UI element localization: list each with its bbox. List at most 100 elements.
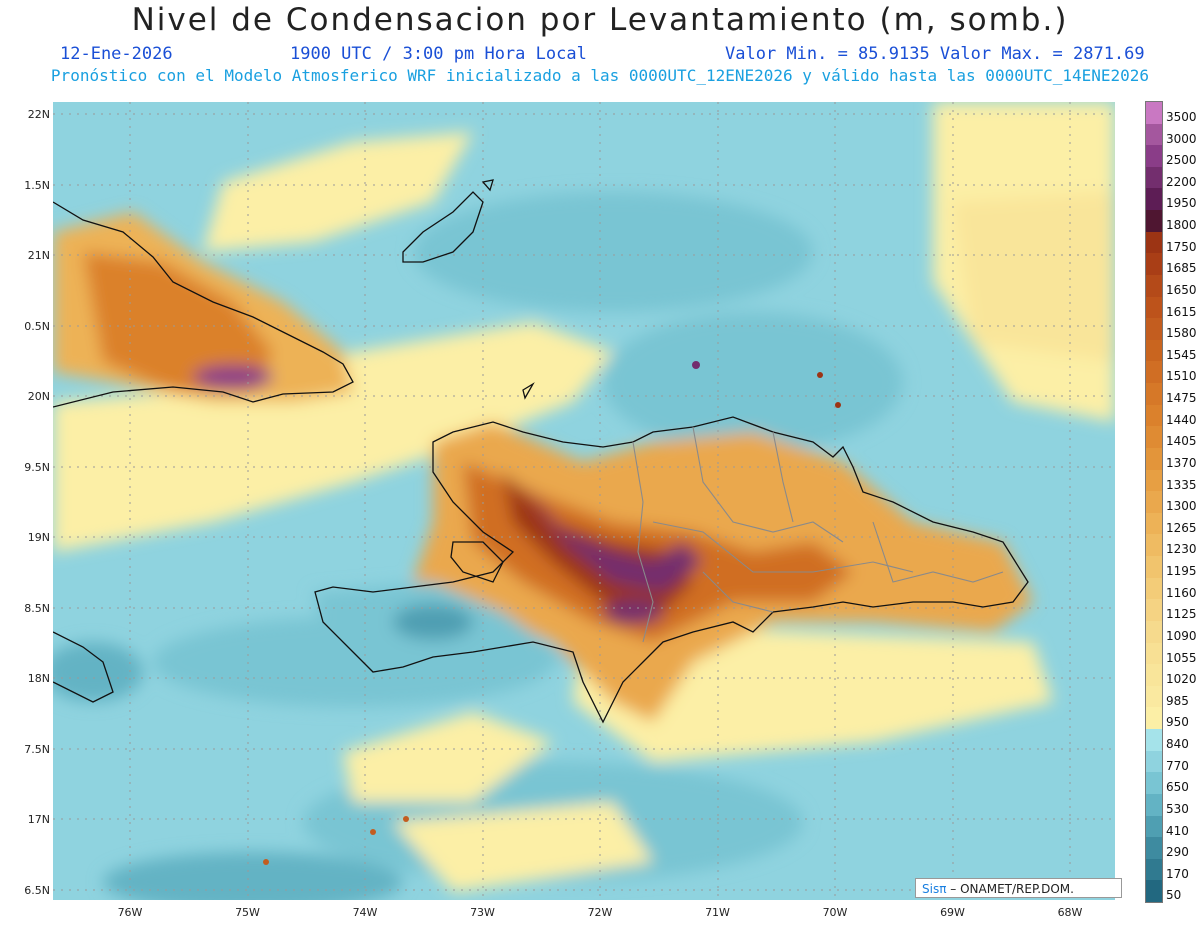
colorbar-swatch [1146, 491, 1162, 514]
colorbar-label: 1195 [1166, 564, 1197, 579]
credit-text: – ONAMET/REP.DOM. [950, 882, 1074, 896]
lat-label: 7.5N [24, 742, 50, 756]
credit-box: Sisπ – ONAMET/REP.DOM. [915, 878, 1122, 898]
colorbar-label: 1230 [1166, 542, 1197, 557]
lat-label: 9.5N [24, 460, 50, 474]
colorbar-swatch [1146, 188, 1162, 211]
colorbar-swatch [1146, 858, 1162, 881]
colorbar-swatch [1146, 577, 1162, 600]
colorbar-swatch [1146, 642, 1162, 665]
lon-label: 68W [1057, 906, 1083, 919]
colorbar-swatch [1146, 145, 1162, 168]
colorbar-swatch [1146, 534, 1162, 557]
model-subtitle: Pronóstico con el Modelo Atmosferico WRF… [50, 66, 1150, 85]
colorbar-label: 1090 [1166, 628, 1197, 643]
lon-label: 73W [470, 906, 495, 919]
colorbar-swatch [1146, 274, 1162, 298]
colorbar-swatch [1146, 556, 1162, 579]
credit-brand: Sisπ [922, 882, 947, 896]
colorbar-label: 1475 [1166, 391, 1197, 406]
colorbar-label: 290 [1166, 845, 1189, 860]
province-boundaries [632, 426, 1004, 643]
colorbar-swatch [1146, 793, 1162, 816]
colorbar-swatch [1146, 231, 1162, 254]
lon-label: 71W [705, 906, 730, 919]
colorbar-label: 1125 [1166, 607, 1197, 622]
valid-date: 12-Ene-2026 [60, 44, 173, 64]
lon-label: 70W [822, 906, 848, 919]
lat-label: 17N [27, 813, 50, 826]
lat-label: 19N [27, 531, 50, 544]
colorbar-label: 770 [1166, 758, 1189, 773]
colorbar-label: 1950 [1166, 196, 1197, 211]
colorbar-swatch [1146, 685, 1162, 708]
colorbar-label: 170 [1166, 866, 1189, 881]
colorbar-label: 1265 [1166, 520, 1197, 535]
colorbar-swatch [1146, 880, 1162, 903]
colorbar-swatch [1146, 772, 1162, 795]
lat-label: 0.5N [24, 319, 50, 333]
colorbar-swatch [1146, 102, 1162, 125]
lat-label: 21N [27, 249, 50, 262]
colorbar-swatch [1146, 620, 1162, 644]
lat-label: 20N [27, 390, 50, 403]
lon-label: 75W [235, 906, 260, 919]
colorbar-swatch [1146, 837, 1162, 860]
lon-label: 69W [940, 906, 965, 919]
colorbar-label: 1580 [1166, 326, 1197, 341]
colorbar-swatch [1146, 383, 1162, 406]
colorbar-label: 1020 [1166, 672, 1197, 687]
colorbar-swatch [1146, 210, 1162, 233]
colorbar-swatch [1146, 707, 1162, 730]
lon-label: 72W [587, 906, 613, 919]
colorbar-label: 410 [1166, 823, 1189, 838]
colorbar-label: 1650 [1166, 282, 1197, 297]
colorbar-label: 840 [1166, 737, 1189, 752]
colorbar-label: 3000 [1166, 131, 1197, 146]
forecast-map [53, 102, 1115, 900]
colorbar-label: 1370 [1166, 455, 1197, 470]
colorbar-label: 1800 [1166, 218, 1197, 233]
lon-label: 74W [352, 906, 378, 919]
hotspots [263, 361, 841, 865]
colorbar-label: 2200 [1166, 174, 1197, 189]
colorbar-swatch [1146, 296, 1162, 319]
colorbar-label: 50 [1166, 888, 1182, 903]
colorbar-swatch [1146, 469, 1162, 492]
colorbar-swatch [1146, 447, 1162, 471]
colorbar-swatch [1146, 361, 1162, 384]
colorbar-label: 1510 [1166, 369, 1197, 384]
colorbar-swatch [1146, 404, 1162, 427]
colorbar-swatch [1146, 253, 1162, 276]
colorbar-swatch [1146, 339, 1162, 362]
min-max-values: Valor Min. = 85.9135 Valor Max. = 2871.6… [725, 44, 1145, 64]
map-canvas [53, 102, 1115, 900]
colorbar-label: 985 [1166, 693, 1189, 708]
colorbar-label: 530 [1166, 801, 1189, 816]
colorbar-label: 1440 [1166, 412, 1197, 427]
lat-label: 1.5N [24, 178, 50, 192]
colorbar-label: 2500 [1166, 153, 1197, 168]
colorbar-swatch [1146, 426, 1162, 449]
colorbar-label: 1300 [1166, 499, 1197, 514]
colorbar-label: 1405 [1166, 434, 1197, 449]
colorbar-swatch [1146, 512, 1162, 535]
colorbar-label: 1685 [1166, 261, 1197, 276]
colorbar-label: 1055 [1166, 650, 1197, 665]
colorbar-label: 1545 [1166, 347, 1197, 362]
lat-label: 8.5N [24, 601, 50, 615]
colorbar-swatch [1146, 664, 1162, 687]
colorbar-swatch [1146, 815, 1162, 838]
colorbar-label: 650 [1166, 780, 1189, 795]
colorbar-label: 1160 [1166, 585, 1197, 600]
graticule [53, 102, 1115, 900]
colorbar-label: 950 [1166, 715, 1189, 730]
valid-time: 1900 UTC / 3:00 pm Hora Local [290, 44, 587, 64]
colorbar-swatch [1146, 166, 1162, 189]
colorbar-swatch [1146, 750, 1162, 773]
colorbar-swatch [1146, 318, 1162, 341]
colorbar [1145, 101, 1163, 903]
lat-label: 6.5N [24, 883, 50, 897]
map-title: Nivel de Condensacion por Levantamiento … [131, 2, 1069, 38]
colorbar-label: 3500 [1166, 110, 1197, 124]
